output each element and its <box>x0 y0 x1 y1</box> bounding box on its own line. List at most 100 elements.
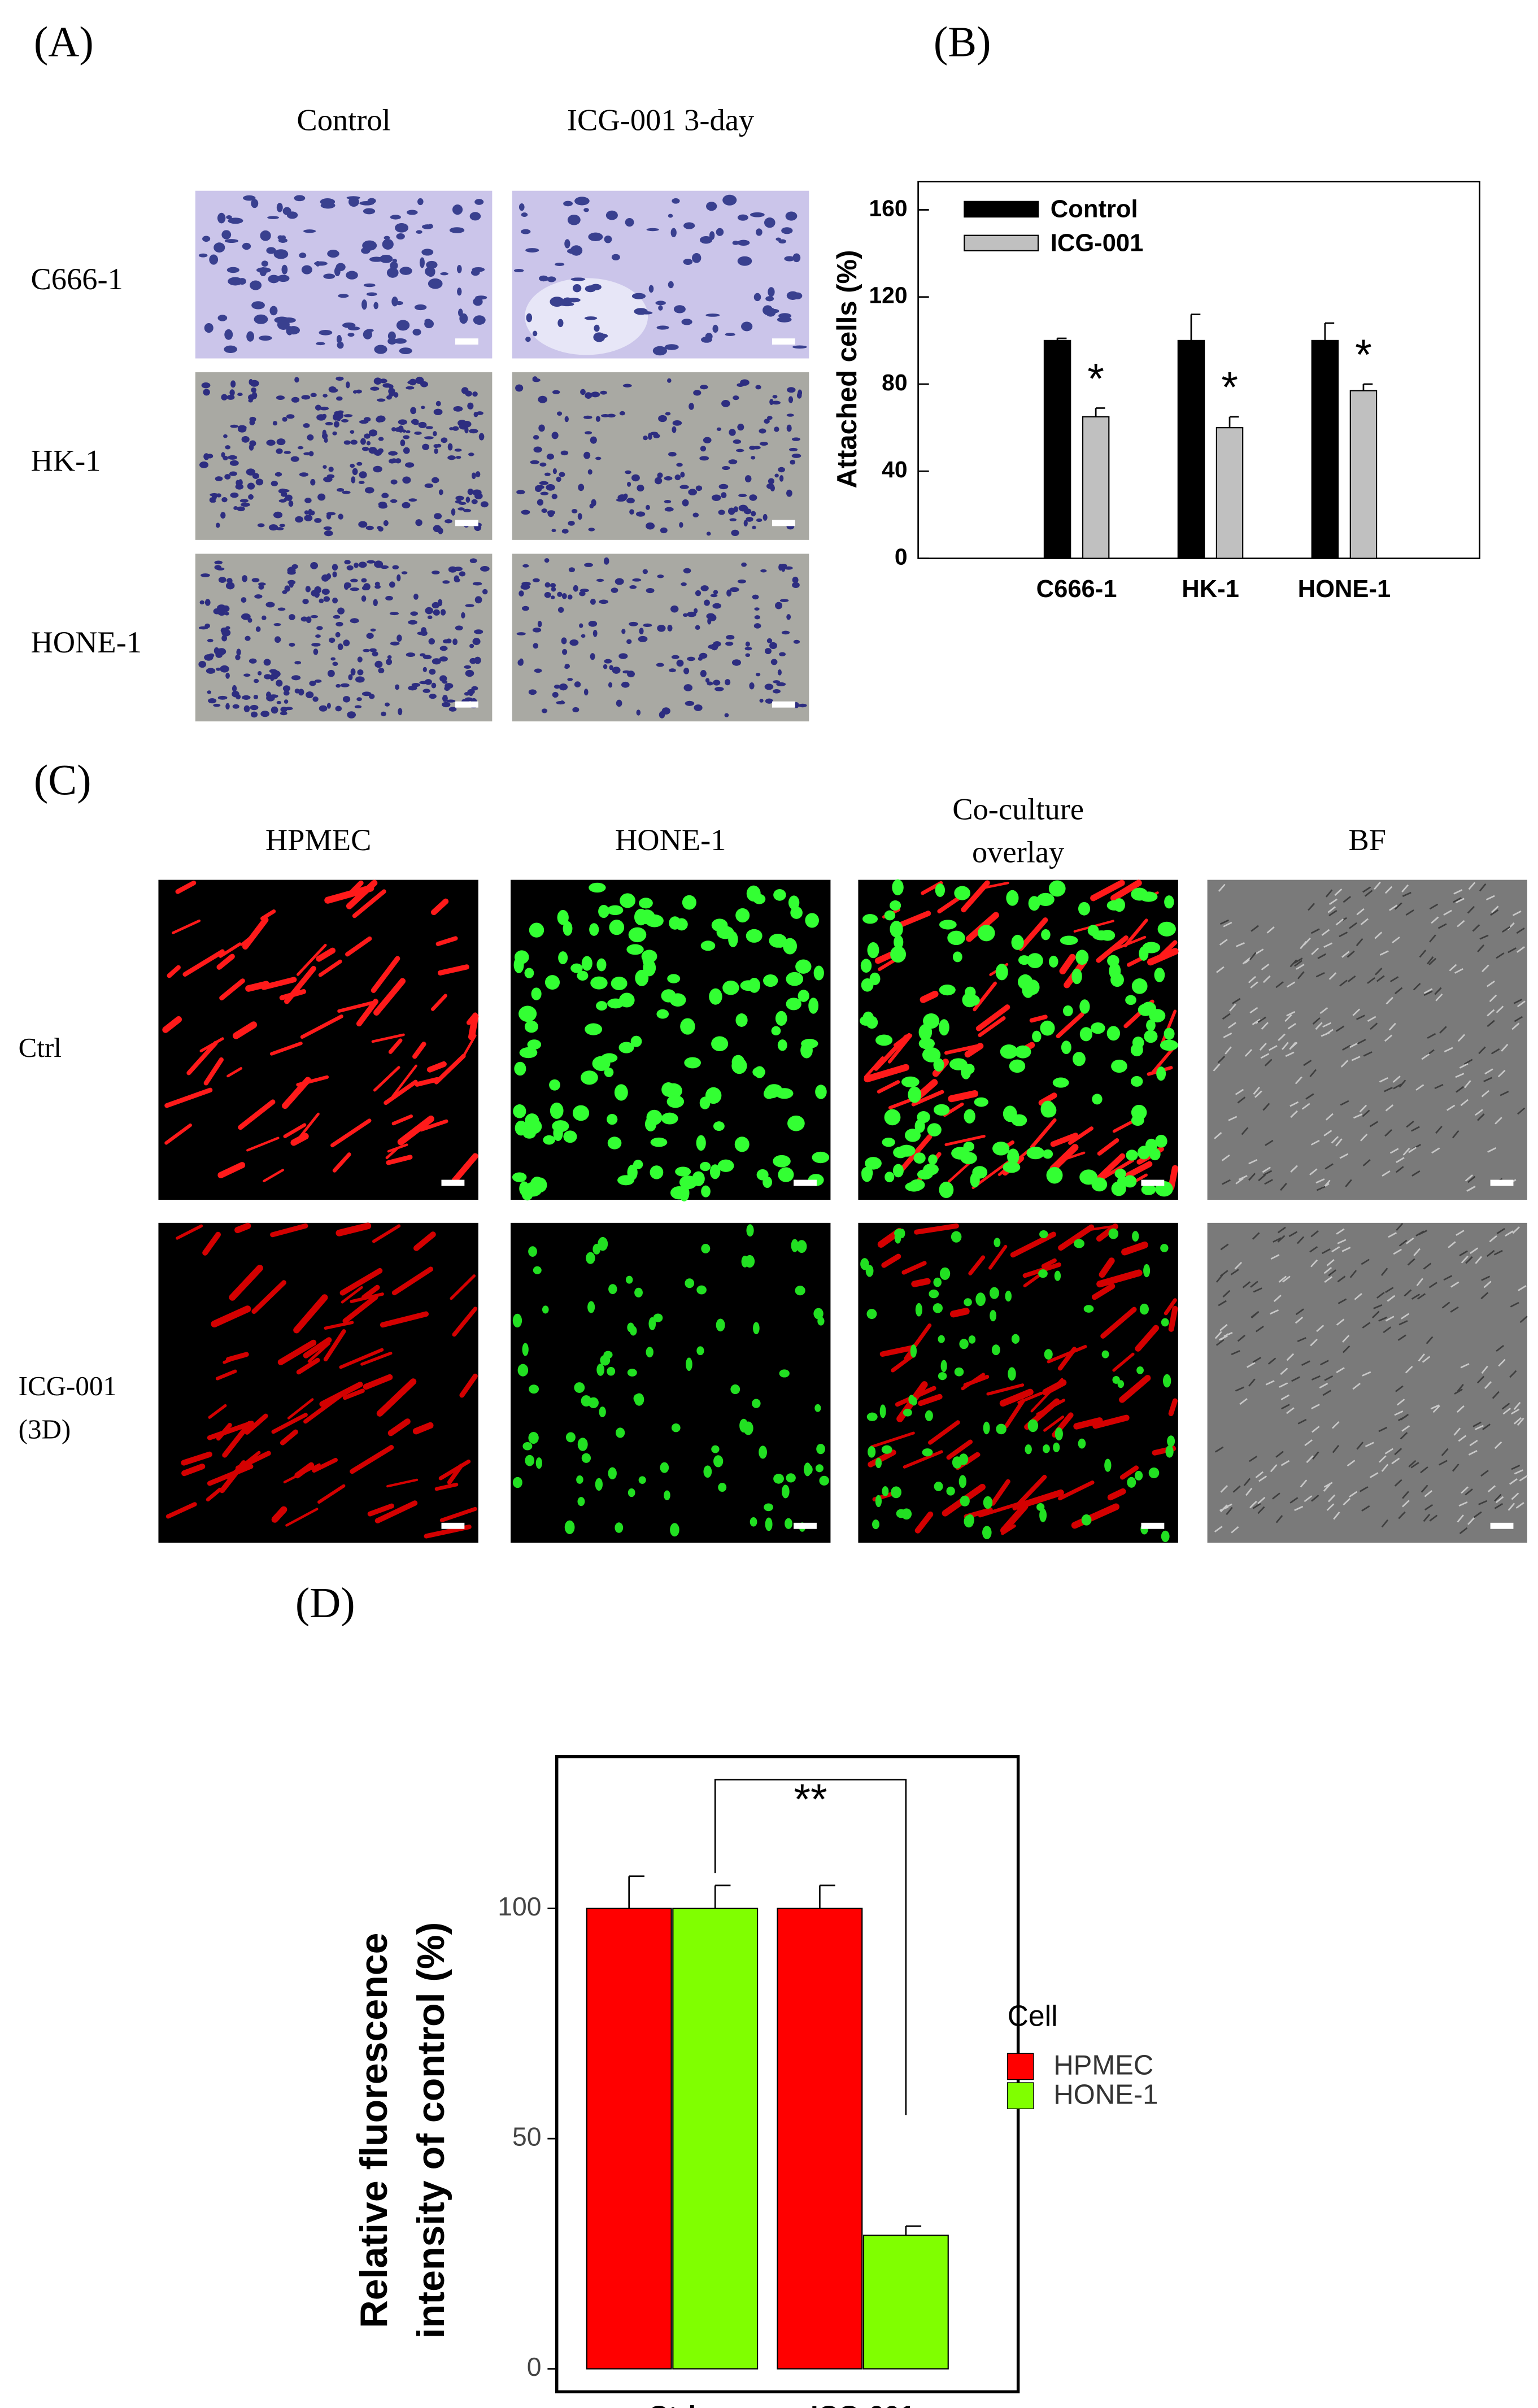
cell <box>703 1465 712 1478</box>
cell <box>302 599 309 604</box>
cell <box>1477 1113 1485 1121</box>
cell <box>1319 1382 1328 1389</box>
cell <box>1141 1001 1156 1016</box>
cell <box>730 587 739 593</box>
cell <box>1457 1383 1464 1392</box>
cell <box>525 337 531 342</box>
cell <box>289 642 295 647</box>
cell <box>764 648 772 655</box>
cell <box>385 595 393 601</box>
cell <box>251 199 259 208</box>
cell <box>1387 1295 1396 1302</box>
cell <box>1309 1246 1318 1253</box>
cell <box>293 1294 328 1334</box>
cell <box>716 228 724 236</box>
cell <box>666 1095 685 1108</box>
cell <box>599 599 609 604</box>
cell <box>974 1097 988 1107</box>
cell <box>1456 1086 1465 1093</box>
cell <box>792 582 800 589</box>
cell <box>216 493 221 498</box>
cell <box>1518 1285 1527 1291</box>
cell <box>754 615 760 620</box>
cell <box>1092 1414 1130 1429</box>
cell <box>539 275 548 282</box>
cell <box>427 615 433 620</box>
cell <box>221 629 231 637</box>
cell <box>525 248 539 252</box>
cell <box>556 700 565 705</box>
cell <box>1010 1231 1057 1258</box>
cell <box>901 1076 920 1088</box>
cell <box>989 1287 999 1299</box>
cell <box>982 1526 992 1539</box>
bar <box>1215 427 1244 559</box>
cell <box>357 656 363 663</box>
cell <box>386 1478 419 1488</box>
cell <box>1146 1019 1156 1031</box>
cell <box>243 195 256 201</box>
cell <box>776 682 786 686</box>
cell <box>1007 1148 1019 1165</box>
cell <box>546 454 555 460</box>
cell <box>360 1352 393 1366</box>
cell <box>408 620 417 625</box>
cell <box>338 294 349 298</box>
cell <box>726 635 735 640</box>
cell <box>759 1445 767 1459</box>
cell <box>729 518 737 521</box>
cell <box>792 345 807 349</box>
cell <box>1354 1293 1362 1300</box>
cell <box>574 1382 585 1393</box>
cell <box>248 494 254 500</box>
cell <box>370 628 376 632</box>
cell <box>371 956 400 993</box>
cell <box>1261 1022 1269 1030</box>
cell <box>860 959 872 973</box>
cell <box>1250 1281 1258 1288</box>
cell <box>1083 1305 1094 1313</box>
cell <box>1450 1281 1459 1288</box>
cell <box>704 599 710 606</box>
cell <box>254 314 268 324</box>
cell <box>552 1120 569 1133</box>
cell <box>770 659 778 665</box>
cell <box>280 711 287 716</box>
cell <box>888 1097 915 1110</box>
cell <box>433 609 440 616</box>
row-label: (3D) <box>19 1413 71 1444</box>
cell <box>204 599 211 606</box>
cell <box>1362 1322 1371 1329</box>
cell <box>563 201 573 207</box>
cell <box>674 474 681 481</box>
cell <box>1043 1444 1050 1453</box>
cell <box>1234 1261 1243 1270</box>
cell <box>585 431 592 435</box>
cell <box>629 585 637 589</box>
cell <box>304 498 312 503</box>
cell <box>458 507 465 511</box>
cell <box>363 208 376 215</box>
cell <box>433 430 437 437</box>
cell <box>964 986 976 998</box>
cell <box>627 1164 638 1181</box>
cell <box>964 1043 984 1058</box>
cell <box>949 1308 970 1318</box>
cell <box>546 484 555 491</box>
cell <box>1253 1086 1260 1095</box>
cell <box>557 319 564 328</box>
cell <box>772 400 781 405</box>
cell <box>251 301 265 310</box>
cell <box>1235 942 1245 947</box>
cell <box>564 239 570 249</box>
cell <box>206 668 216 674</box>
cell <box>583 451 591 459</box>
cell <box>764 683 774 690</box>
cell <box>395 427 402 432</box>
cell <box>305 586 311 593</box>
cell <box>383 520 389 526</box>
cell <box>695 485 703 491</box>
cell <box>1295 1316 1304 1324</box>
micrograph-background <box>1207 1222 1527 1543</box>
cell <box>565 1432 576 1443</box>
